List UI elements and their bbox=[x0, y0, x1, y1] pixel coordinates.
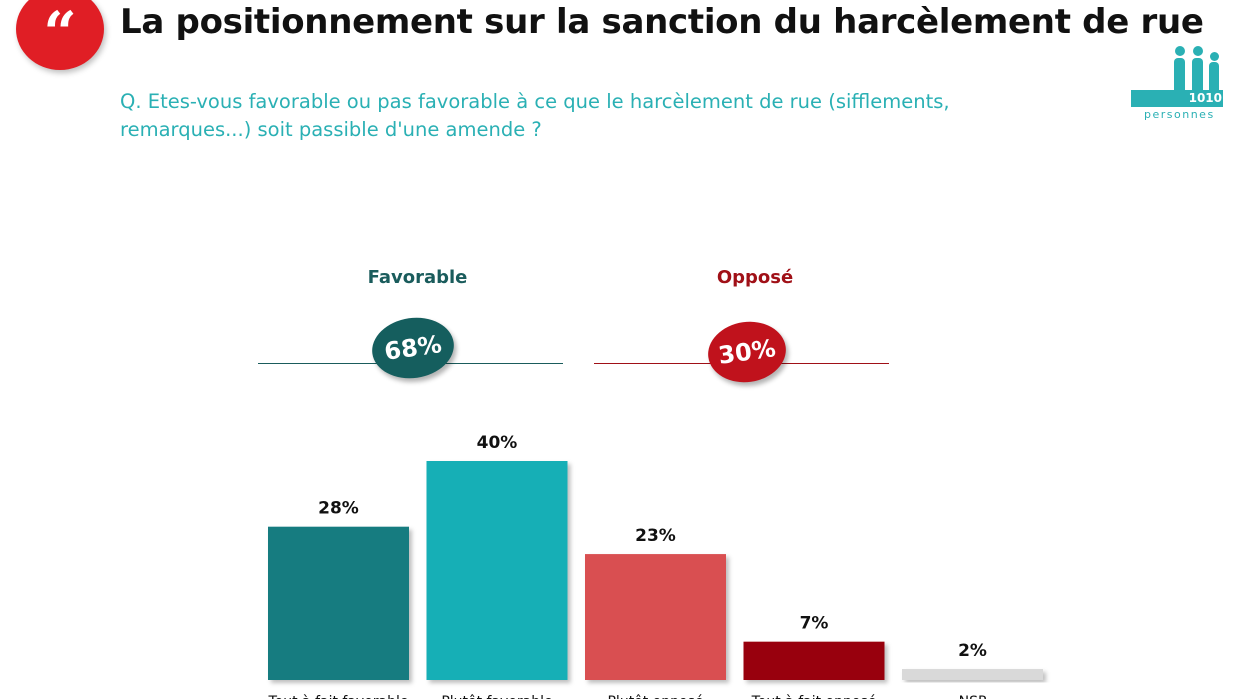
bar-4 bbox=[743, 641, 885, 680]
page-title: La positionnement sur la sanction du har… bbox=[120, 2, 1204, 42]
person-icon bbox=[1209, 52, 1219, 90]
category-label: Plutôt favorable bbox=[441, 694, 552, 699]
bar-value-label: 2% bbox=[958, 641, 987, 661]
category-label: Plutôt opposé bbox=[607, 694, 703, 699]
favorable-label: Favorable bbox=[367, 267, 468, 288]
bar-value-label: 28% bbox=[318, 499, 359, 519]
sample-count: 1010 bbox=[1188, 91, 1222, 105]
category-label: Tout à fait opposé bbox=[751, 694, 877, 699]
category-label: Tout à fait favorable bbox=[268, 694, 409, 699]
sample-bar bbox=[1131, 90, 1223, 107]
oppose-label: Opposé bbox=[716, 267, 794, 288]
bar-value-label: 7% bbox=[800, 614, 829, 634]
bar-3 bbox=[585, 554, 726, 680]
bar-value-label: 23% bbox=[635, 526, 676, 546]
bar-5 bbox=[902, 669, 1043, 680]
sample-size-badge: 1010 personnes bbox=[1130, 46, 1226, 126]
person-icon bbox=[1192, 46, 1203, 90]
sample-label: personnes bbox=[1144, 108, 1215, 121]
category-label: NSP bbox=[959, 694, 987, 699]
bar-2 bbox=[426, 461, 568, 680]
quote-icon: “ bbox=[16, 0, 104, 70]
bar-1 bbox=[268, 526, 409, 680]
person-icon bbox=[1174, 46, 1185, 90]
survey-question: Q. Etes-vous favorable ou pas favorable … bbox=[120, 90, 950, 141]
bar-value-label: 40% bbox=[477, 433, 518, 453]
